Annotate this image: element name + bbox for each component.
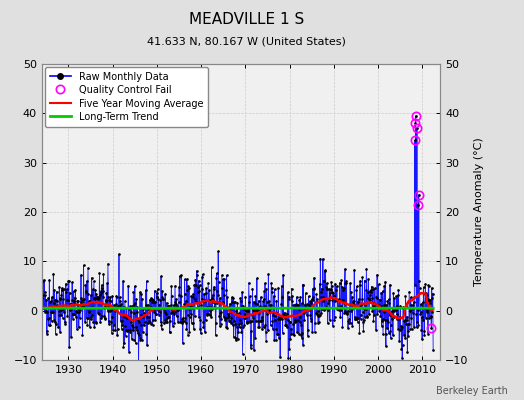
Text: 41.633 N, 80.167 W (United States): 41.633 N, 80.167 W (United States) — [147, 36, 346, 46]
Text: MEADVILLE 1 S: MEADVILLE 1 S — [189, 12, 304, 27]
Legend: Raw Monthly Data, Quality Control Fail, Five Year Moving Average, Long-Term Tren: Raw Monthly Data, Quality Control Fail, … — [45, 67, 208, 127]
Text: Berkeley Earth: Berkeley Earth — [436, 386, 508, 396]
Y-axis label: Temperature Anomaly (°C): Temperature Anomaly (°C) — [474, 138, 484, 286]
